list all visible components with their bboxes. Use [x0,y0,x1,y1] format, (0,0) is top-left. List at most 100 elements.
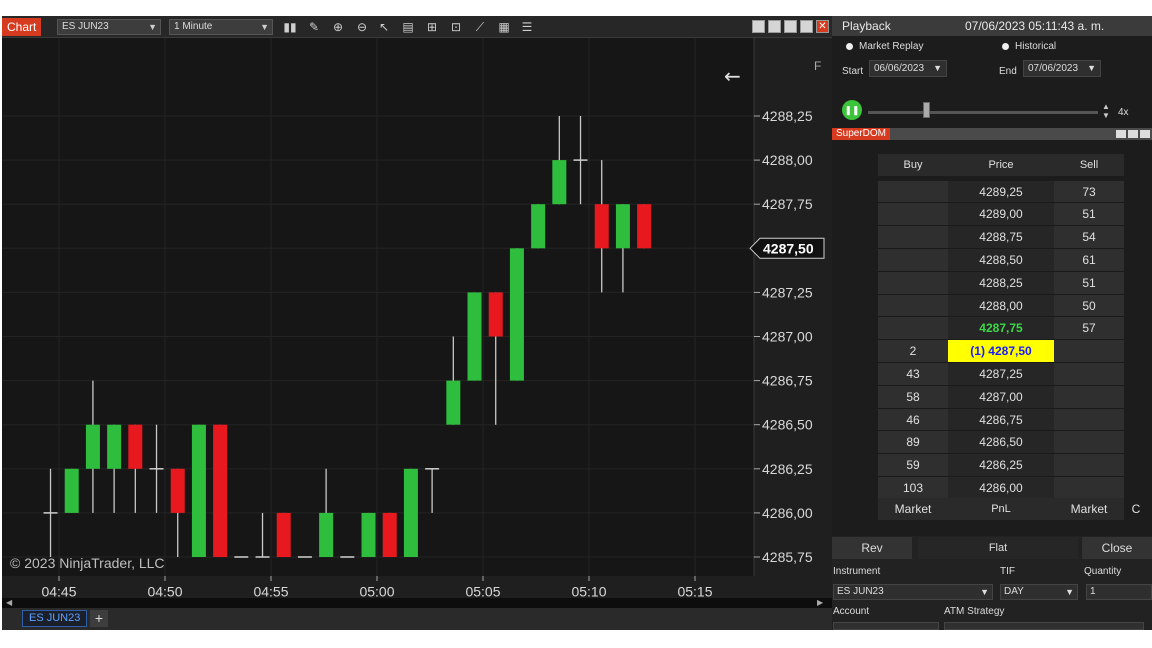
sell-market-button[interactable]: Market [1054,498,1124,520]
order-instrument-select[interactable]: ES JUN23 ▼ [833,584,993,600]
price-panel-bg [2,38,754,576]
row-divider [878,225,1124,227]
speed-slider-track[interactable] [868,111,1098,114]
templates-icon[interactable]: ▦ [498,20,510,34]
sell-cell[interactable]: 61 [1054,248,1124,271]
start-date-select[interactable]: 06/06/2023 ▼ [869,60,947,77]
playback-datetime: 07/06/2023 05:11:43 a. m. [965,19,1105,33]
sell-cell[interactable]: 50 [1054,294,1124,317]
candle [552,116,567,205]
buy-cell[interactable]: 103 [878,476,948,499]
buy-cell[interactable]: 59 [878,454,948,477]
interval-select-value: 1 Minute [174,21,213,32]
candle-body [170,468,185,513]
end-date-select[interactable]: 07/06/2023 ▼ [1023,60,1101,77]
close-position-button[interactable]: Close [1082,537,1152,559]
price-cell: 4286,00 [948,476,1054,499]
restore-button[interactable] [784,20,797,33]
pointer-icon[interactable]: ↖ [378,20,390,34]
reverse-button[interactable]: Rev [832,537,912,559]
minimize-button[interactable] [768,20,781,33]
pencil-icon[interactable]: ✎ [308,20,320,34]
sell-cell[interactable] [1054,362,1124,385]
strategies-icon[interactable]: ⟋ [475,20,485,34]
speed-up-icon[interactable]: ▲ [1102,102,1110,111]
price-cell: 4288,25 [948,271,1054,294]
row-divider [878,407,1124,409]
row-divider [878,202,1124,204]
maximize-button[interactable] [800,20,813,33]
sell-cell[interactable]: 51 [1054,271,1124,294]
bars-type-icon[interactable]: ▮▮ [283,20,297,34]
add-tab-button[interactable]: + [90,610,108,627]
indicators-icon[interactable]: ⊡ [450,20,462,34]
candle-body [319,512,334,557]
scroll-left-icon[interactable]: ◀ [6,598,13,607]
tile-icon[interactable] [752,20,765,33]
sell-cell[interactable] [1054,454,1124,477]
y-tick-label: 4287,25 [762,284,813,300]
buy-cell[interactable]: 89 [878,431,948,454]
buy-cell[interactable]: 2 [878,340,948,363]
atm-strategy-select[interactable] [944,622,1144,630]
chart-trader-icon[interactable]: ⊞ [426,20,438,34]
horizontal-scrollbar[interactable]: ◀ ▶ [2,598,832,608]
candle [255,512,270,558]
buy-cell[interactable] [878,180,948,203]
superdom-tile-icon[interactable] [1116,130,1126,138]
properties-icon[interactable]: ☰ [521,20,533,34]
price-cell: 4288,00 [948,294,1054,317]
buy-cell[interactable] [878,294,948,317]
buy-cell[interactable] [878,271,948,294]
sell-cell[interactable] [1054,476,1124,499]
sell-cell[interactable] [1054,340,1124,363]
sell-cell[interactable] [1054,385,1124,408]
radio-market-replay[interactable] [846,43,853,50]
instrument-select[interactable]: ES JUN23 ▼ [57,19,161,35]
back-arrow-icon[interactable]: ← [724,64,741,88]
axis-letter: F [814,59,821,73]
zoom-out-icon[interactable]: ⊖ [356,20,368,34]
candle-body [361,512,376,557]
pause-button[interactable]: ❚❚ [842,100,862,120]
chart-toolbar: Chart ES JUN23 ▼ 1 Minute ▼ ▮▮ ✎ ⊕ ⊖ ↖ ▤… [2,16,832,38]
y-axis-ticks: 4288,25 4288,00 4287,75 4287,50 4287,25 4287,… [754,108,813,565]
sell-cell[interactable]: 51 [1054,203,1124,226]
flat-button[interactable]: Flat [918,537,1078,559]
chart-tab-tag[interactable]: Chart [2,18,42,36]
speed-slider-thumb[interactable] [922,102,930,118]
superdom-close-button[interactable] [1140,130,1150,138]
buy-cell[interactable]: 58 [878,385,948,408]
candle [43,468,58,557]
sell-cell[interactable] [1054,431,1124,454]
superdom-tag[interactable]: SuperDOM [832,128,891,140]
buy-cell[interactable]: 43 [878,362,948,385]
radio-historical[interactable] [1002,43,1009,50]
pnl-display: PnL [948,498,1054,520]
superdom-minimize-button[interactable] [1128,130,1138,138]
account-select[interactable] [833,622,939,630]
sell-cell[interactable]: 57 [1054,317,1124,340]
sell-cell[interactable]: 54 [1054,226,1124,249]
scroll-right-icon[interactable]: ▶ [817,598,824,607]
buy-cell[interactable] [878,248,948,271]
buy-market-button[interactable]: Market [878,498,948,520]
buy-cell[interactable]: 46 [878,408,948,431]
zoom-in-icon[interactable]: ⊕ [332,20,344,34]
candle-body [276,512,291,557]
data-box-icon[interactable]: ▤ [402,20,414,34]
quantity-input[interactable]: 1 [1086,584,1152,600]
chart-plot-area[interactable]: 4288,25 4288,00 4287,75 4287,50 4287,25 4287,… [2,38,832,599]
sell-cell[interactable]: 73 [1054,180,1124,203]
sell-cell[interactable] [1054,408,1124,431]
tab-es-jun23[interactable]: ES JUN23 [22,610,88,627]
y-tick-label: 4286,50 [762,417,813,433]
buy-cell[interactable] [878,226,948,249]
buy-cell[interactable] [878,317,948,340]
buy-cell[interactable] [878,203,948,226]
speed-down-icon[interactable]: ▼ [1102,111,1110,120]
close-button[interactable]: ✕ [816,20,829,33]
interval-select[interactable]: 1 Minute ▼ [169,19,273,35]
tif-select[interactable]: DAY ▼ [1000,584,1078,600]
